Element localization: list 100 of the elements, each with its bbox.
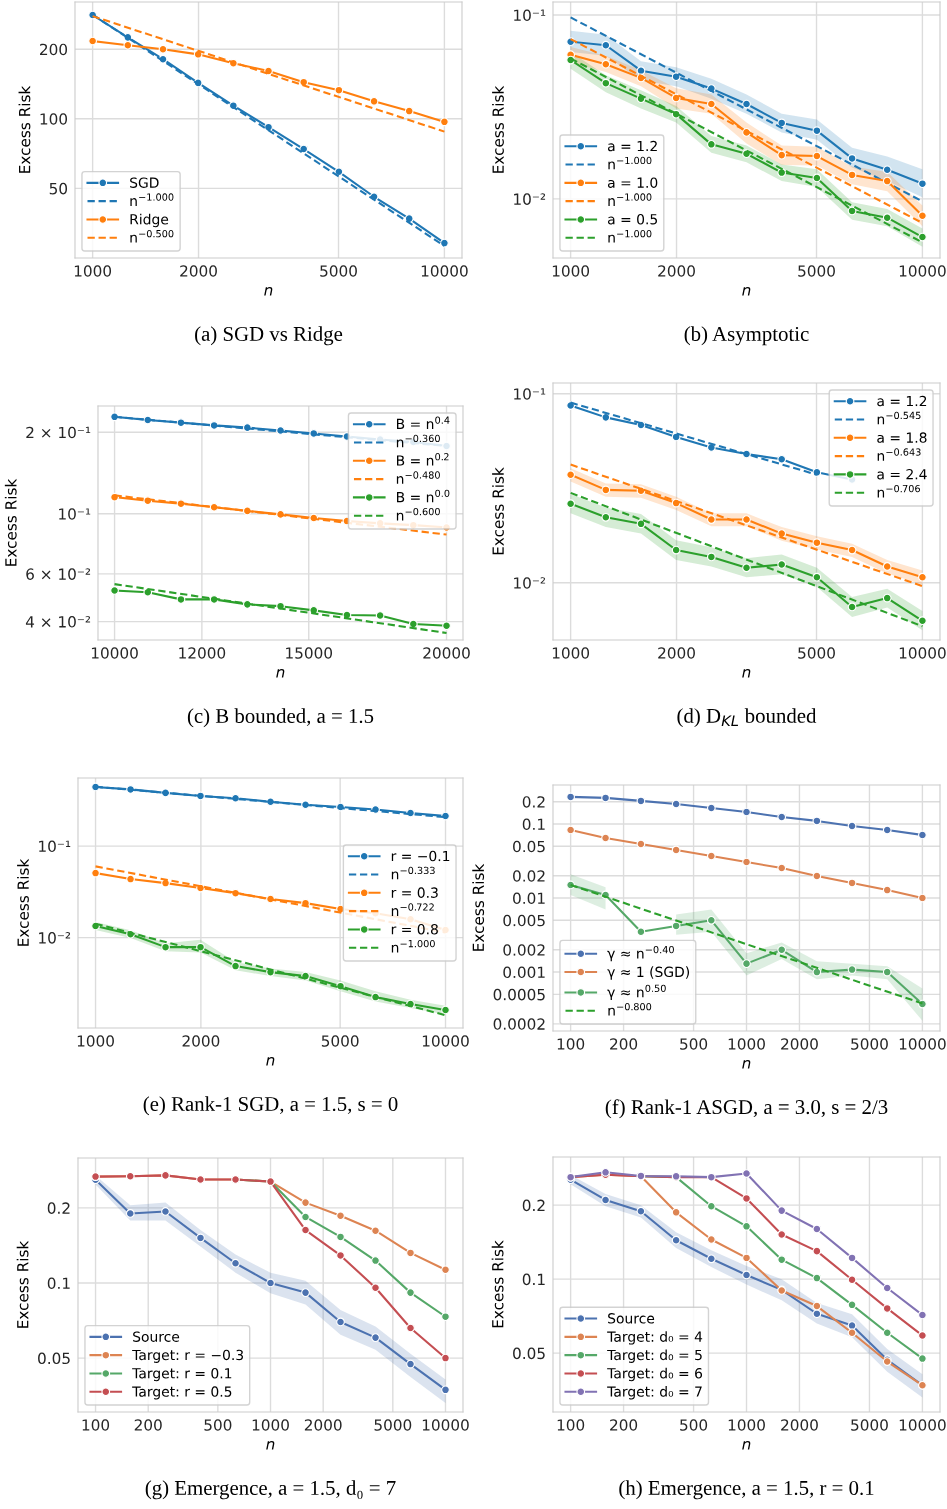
legend-label: Source [133,1331,180,1342]
x-tick-label: 1000 [552,265,590,277]
legend-label: Target: d₀ = 4 [607,1331,703,1345]
x-tick-label: 1000 [728,1419,765,1431]
legend-label: n$^{−0.545}$ [877,411,921,425]
y-tick-label: 4 × 10⁻² [25,616,91,628]
y-axis-title: Excess Risk [472,863,485,951]
legend-label: n$^{−0.722}$ [391,903,434,916]
x-tick-label: 2000 [658,647,695,659]
text: (h) Emergence, a = 1.5, r = 0.1 [619,1480,874,1500]
x-tick-label: 10000 [899,1419,946,1431]
legend-label: Target: d₀ = 7 [607,1386,702,1400]
legend-label: Target: r = 0.1 [132,1368,232,1382]
x-tick-label: 10000 [899,647,946,659]
x-tick-label: 10000 [899,265,946,277]
x-axis-title: n [742,1440,751,1450]
x-tick-label: 1000 [252,1419,289,1431]
legend-label: γ ≈ n$^{0.50}$ [607,984,666,1001]
legend-label: a = 2.4 [877,468,927,480]
y-tick-label: 10⁻² [514,577,546,589]
legend-label: Ridge [130,213,169,228]
x-tick-label: 2000 [781,1419,818,1431]
legend-label: n$^{−1.000}$ [391,939,435,953]
y-tick-label: 200 [40,43,68,56]
y-axis-title: Excess Risk [16,1240,29,1328]
y-tick-label: 0.02 [513,870,545,882]
x-axis-title: n [742,286,751,296]
y-tick-label: 0.001 [503,966,545,979]
y-tick-label: 2 × 10⁻¹ [26,426,91,439]
x-tick-label: 100 [557,1419,585,1431]
x-tick-label: 5000 [798,265,835,277]
y-tick-label: 0.01 [513,892,545,905]
legend-label: Target: r = 0.5 [132,1386,232,1400]
y-tick-label: 50 [49,182,68,195]
x-tick-label: 5000 [321,1035,359,1047]
x-tick-label: 100 [557,1038,585,1050]
y-axis-title: Excess Risk [492,85,504,173]
legend-label: Target: r = −0.3 [132,1349,244,1363]
x-tick-label: 10000 [91,647,138,659]
y-tick-label: 0.005 [503,914,545,927]
x-axis-title: n [742,1059,751,1069]
x-tick-label: 15000 [286,647,333,659]
x-tick-label: 10000 [422,1035,469,1047]
legend-label: a = 1.0 [608,177,658,188]
legend-label: Target: d₀ = 5 [607,1349,702,1363]
y-axis-title: Excess Risk [491,1240,504,1328]
x-tick-label: 2000 [180,265,217,277]
y-tick-label: 0.002 [503,944,545,956]
x-tick-label: 100 [82,1419,110,1431]
text: (d) D$_{KL}$ bounded [677,708,817,728]
y-tick-label: 100 [40,113,68,125]
legend-label: n$^{−0.480}$ [396,471,440,484]
x-tick-label: 1000 [552,647,590,659]
x-tick-label: 500 [204,1419,232,1431]
y-tick-label: 6 × 10⁻² [26,568,91,580]
legend-label: B = n$^{0.4}$ [397,416,450,429]
y-tick-label: 10⁻² [514,193,546,205]
legend-label: a = 1.2 [608,140,657,152]
x-axis-title: n [264,286,273,296]
y-axis-title: Excess Risk [4,478,17,566]
text: (f) Rank-1 ASGD, a = 3.0, s = 2/3 [605,1099,888,1119]
x-tick-label: 500 [680,1038,708,1050]
text: (e) Rank-1 SGD, a = 1.5, s = 0 [143,1096,398,1116]
legend-label: B = n$^{0.0}$ [397,489,450,503]
legend-label: r = 0.8 [391,923,438,935]
text: (c) B bounded, a = 1.5 [187,708,374,728]
y-tick-label: 0.1 [47,1277,70,1290]
x-axis-title: n [266,1056,275,1066]
y-tick-label: 0.0005 [493,988,545,1001]
legend-label: a = 0.5 [608,214,658,225]
x-tick-label: 5000 [851,1419,888,1431]
y-tick-label: 10⁻¹ [39,840,71,853]
x-tick-label: 5000 [851,1038,888,1050]
y-tick-label: 0.2 [522,796,545,808]
x-tick-label: 12000 [179,647,226,659]
legend-label: n$^{−0.800}$ [608,1002,652,1016]
y-tick-label: 10⁻² [39,932,71,944]
x-tick-label: 10000 [899,1038,946,1050]
x-tick-label: 500 [680,1419,708,1431]
legend-label: n$^{−0.500}$ [130,229,174,243]
y-axis-title: Excess Risk [18,85,31,173]
legend-label: a = 1.2 [877,395,927,407]
x-tick-label: 2000 [304,1419,342,1431]
y-tick-label: 0.2 [47,1202,70,1214]
x-tick-label: 10000 [421,265,468,277]
legend-label: n$^{−1.000}$ [608,156,652,170]
legend-label: Source [608,1313,655,1324]
text: (g) Emergence, a = 1.5, d₀ = 7 [145,1480,396,1500]
y-axis-title: Excess Risk [492,467,504,555]
legend-label: n$^{−0.360}$ [396,434,440,448]
x-tick-label: 200 [610,1419,638,1431]
legend-label: r = 0.3 [391,887,438,898]
x-axis-title: n [266,1440,275,1450]
legend-label: B = n$^{0.2}$ [397,453,449,466]
text: (b) Asymptotic [684,326,809,346]
x-tick-label: 5000 [374,1419,412,1431]
x-tick-label: 1000 [74,265,112,277]
legend-label: a = 1.8 [877,432,927,443]
x-tick-label: 2000 [781,1038,818,1050]
y-axis-title: Excess Risk [17,858,29,946]
